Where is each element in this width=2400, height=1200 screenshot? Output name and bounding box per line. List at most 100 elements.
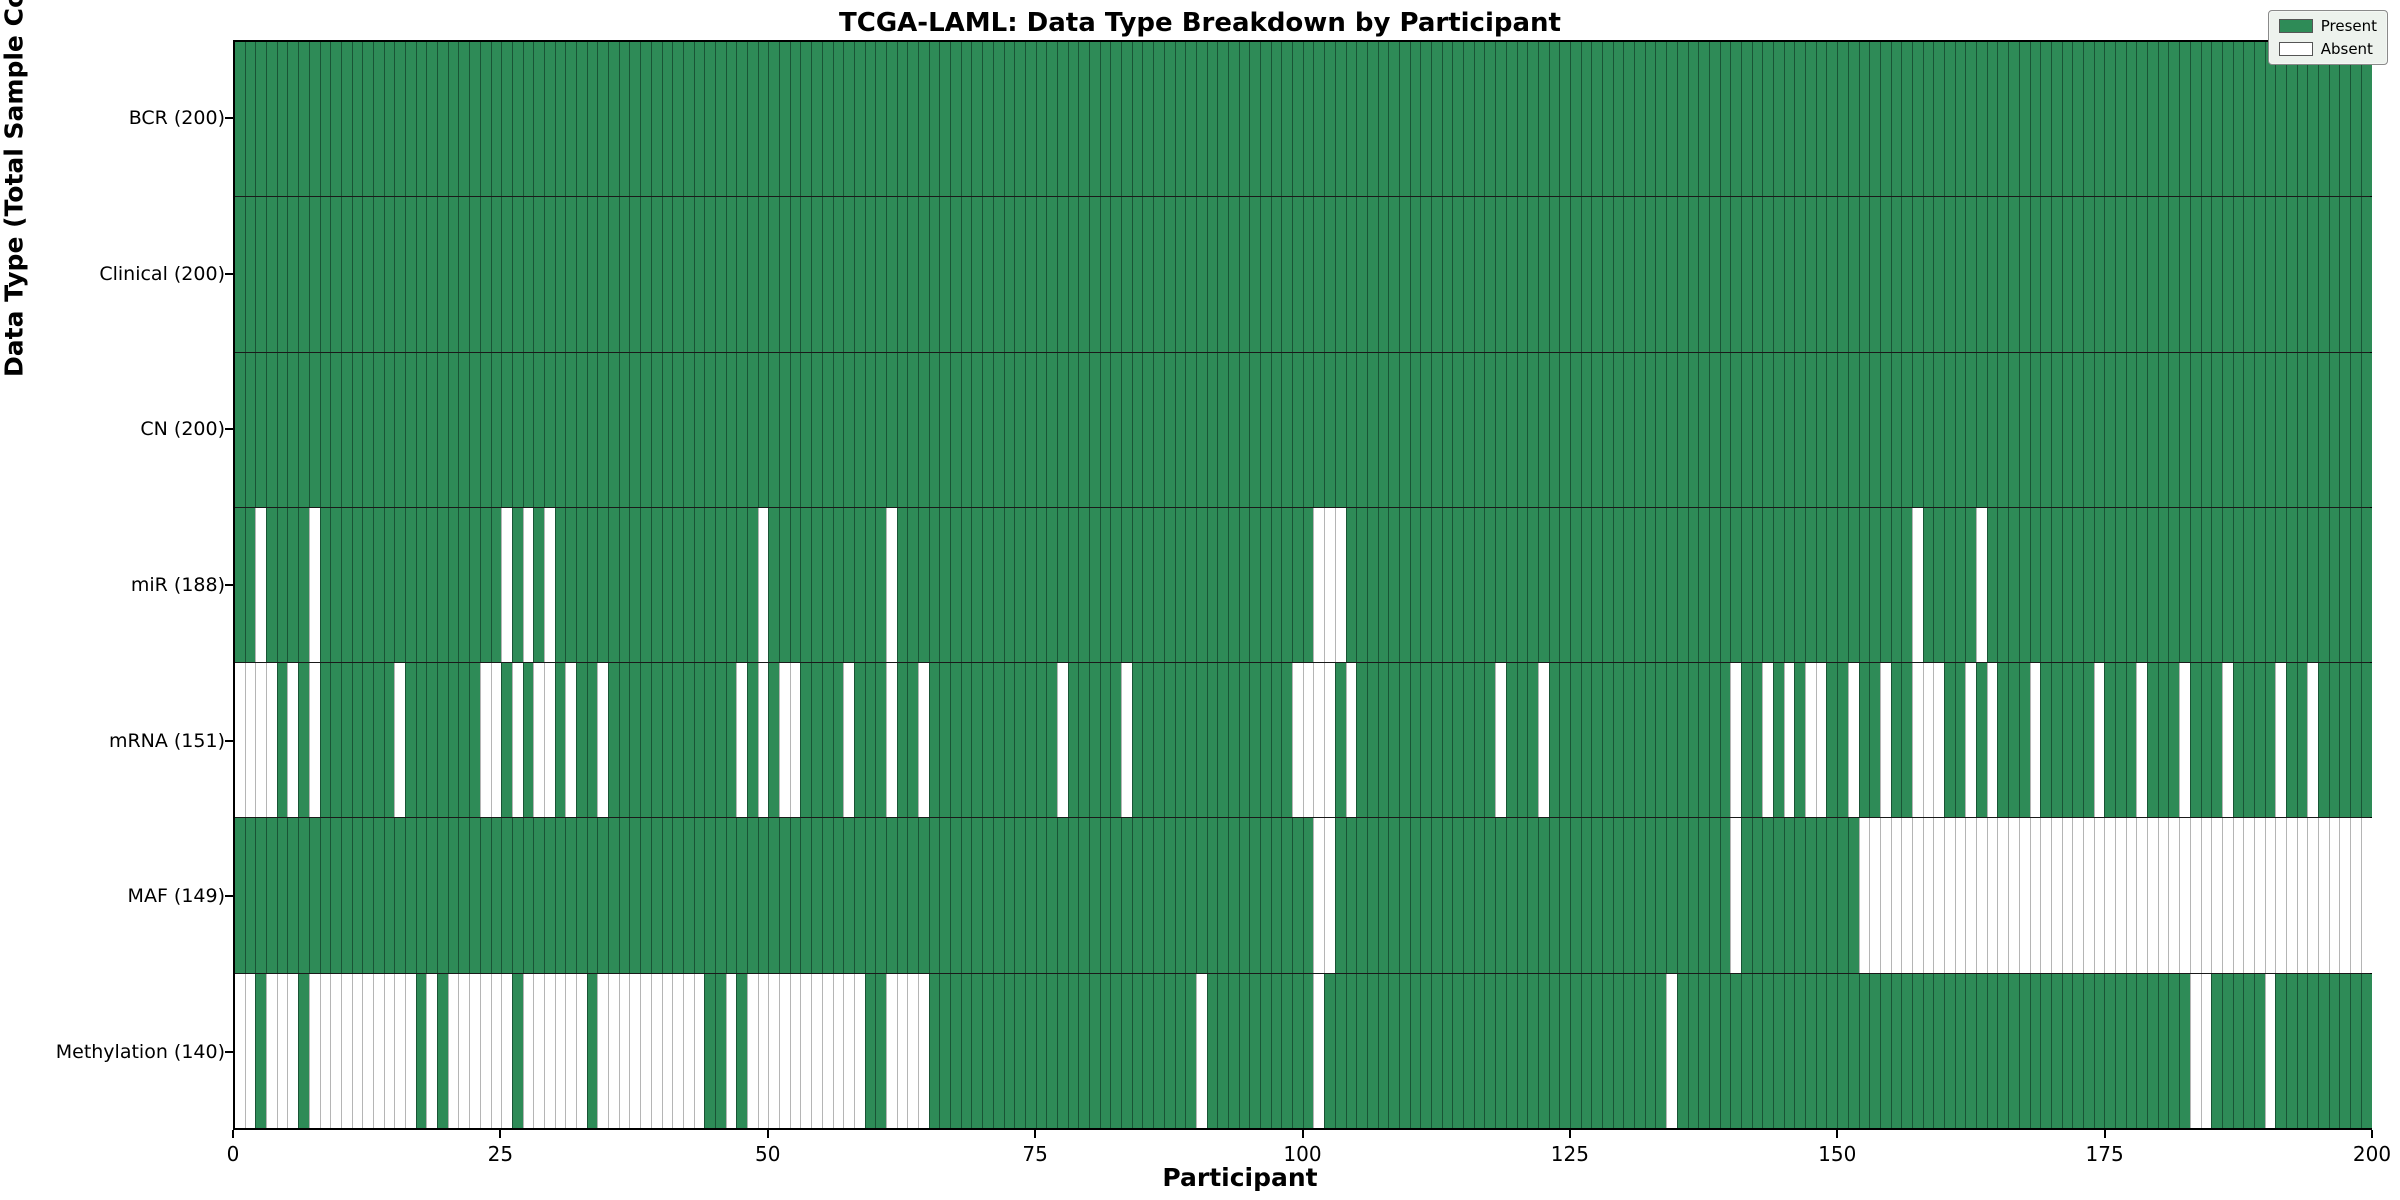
heatmap-row-methylation — [235, 972, 2372, 1128]
heatmap-cell — [1559, 973, 1570, 1128]
heatmap-cell — [1131, 197, 1143, 352]
heatmap-cell — [1431, 507, 1442, 663]
heatmap-cell — [1933, 352, 1944, 507]
heatmap-cell — [1986, 973, 1998, 1128]
heatmap-cell — [576, 663, 587, 818]
heatmap-cell — [1655, 663, 1667, 818]
heatmap-cell — [1089, 973, 1100, 1128]
heatmap-cell — [2243, 197, 2254, 352]
heatmap-cell — [768, 663, 780, 818]
heatmap-cell — [1911, 818, 1923, 973]
heatmap-cell — [1078, 663, 1089, 818]
heatmap-cell — [469, 197, 480, 352]
heatmap-cell — [1388, 818, 1399, 973]
heatmap-cell — [586, 42, 598, 197]
heatmap-cell — [1142, 663, 1154, 818]
heatmap-cell — [244, 507, 256, 663]
heatmap-cell — [1516, 973, 1528, 1128]
heatmap-cell — [1719, 818, 1731, 973]
heatmap-cell — [1495, 352, 1506, 507]
heatmap-cell — [1281, 818, 1293, 973]
heatmap-cell — [608, 197, 619, 352]
heatmap-cell — [907, 663, 918, 818]
heatmap-cell — [1954, 507, 1966, 663]
x-tick-mark — [2103, 1130, 2106, 1138]
heatmap-cell — [1933, 42, 1944, 197]
heatmap-cell — [372, 818, 384, 973]
heatmap-cell — [714, 507, 726, 663]
heatmap-cell — [811, 42, 822, 197]
heatmap-cell — [1580, 42, 1592, 197]
heatmap-cell — [426, 507, 438, 663]
heatmap-cell — [629, 352, 641, 507]
heatmap-cell — [1345, 663, 1357, 818]
heatmap-cell — [2275, 42, 2286, 197]
heatmap-cell — [554, 507, 566, 663]
heatmap-cell — [2275, 818, 2286, 973]
heatmap-cell — [1035, 197, 1047, 352]
heatmap-cell — [907, 973, 918, 1128]
heatmap-cell — [1644, 663, 1656, 818]
row-label-methylation: Methylation (140) — [55, 1041, 225, 1064]
heatmap-cell — [2008, 507, 2019, 663]
heatmap-cell — [918, 507, 929, 663]
heatmap-cell — [682, 663, 694, 818]
heatmap-cell — [1997, 42, 2009, 197]
heatmap-cell — [1163, 663, 1175, 818]
heatmap-cell — [1056, 818, 1068, 973]
heatmap-cell — [789, 42, 801, 197]
heatmap-cell — [821, 507, 833, 663]
x-tick-label: 100 — [1283, 1142, 1322, 1166]
heatmap-cell — [982, 42, 993, 197]
heatmap-cell — [1195, 42, 1207, 197]
heatmap-cell — [362, 818, 373, 973]
heatmap-cell — [1858, 973, 1870, 1128]
heatmap-cell — [2082, 42, 2094, 197]
heatmap-cell — [2307, 197, 2319, 352]
legend-label: Absent — [2320, 40, 2373, 58]
heatmap-cell — [608, 507, 619, 663]
heatmap-cell — [661, 197, 673, 352]
heatmap-cell — [1356, 352, 1367, 507]
heatmap-cell — [939, 973, 951, 1128]
heatmap-cell — [2360, 663, 2372, 818]
heatmap-cell — [1997, 197, 2009, 352]
heatmap-cell — [1249, 352, 1260, 507]
heatmap-cell — [426, 818, 438, 973]
heatmap-cell — [1292, 197, 1303, 352]
heatmap-cell — [1634, 507, 1645, 663]
heatmap-cell — [1687, 197, 1699, 352]
heatmap-cell — [1837, 973, 1848, 1128]
heatmap-cell — [1324, 197, 1335, 352]
heatmap-cell — [928, 352, 940, 507]
x-tick-label: 75 — [1022, 1142, 1048, 1166]
heatmap-cell — [405, 507, 416, 663]
heatmap-cell — [2253, 197, 2265, 352]
heatmap-cell — [394, 663, 405, 818]
heatmap-cell — [405, 818, 416, 973]
heatmap-cell — [800, 973, 812, 1128]
heatmap-cell — [522, 663, 534, 818]
heatmap-cell — [1708, 663, 1720, 818]
heatmap-cell — [1548, 197, 1560, 352]
heatmap-cell — [875, 663, 886, 818]
heatmap-cell — [736, 42, 747, 197]
heatmap-cell — [629, 973, 641, 1128]
heatmap-cell — [2232, 42, 2244, 197]
legend: Present Absent — [2267, 10, 2388, 65]
heatmap-cell — [725, 42, 737, 197]
heatmap-cell — [1195, 352, 1207, 507]
heatmap-cell — [1153, 197, 1164, 352]
heatmap-cell — [1270, 507, 1282, 663]
heatmap-cell — [1527, 197, 1538, 352]
heatmap-cell — [693, 818, 705, 973]
heatmap-cell — [458, 42, 470, 197]
heatmap-cell — [1708, 352, 1720, 507]
heatmap-cell — [1591, 818, 1602, 973]
heatmap-cell — [1740, 42, 1752, 197]
heatmap-cell — [1858, 507, 1870, 663]
heatmap-cell — [2211, 197, 2222, 352]
heatmap-cell — [2125, 197, 2137, 352]
heatmap-cell — [479, 818, 491, 973]
heatmap-cell — [394, 197, 405, 352]
